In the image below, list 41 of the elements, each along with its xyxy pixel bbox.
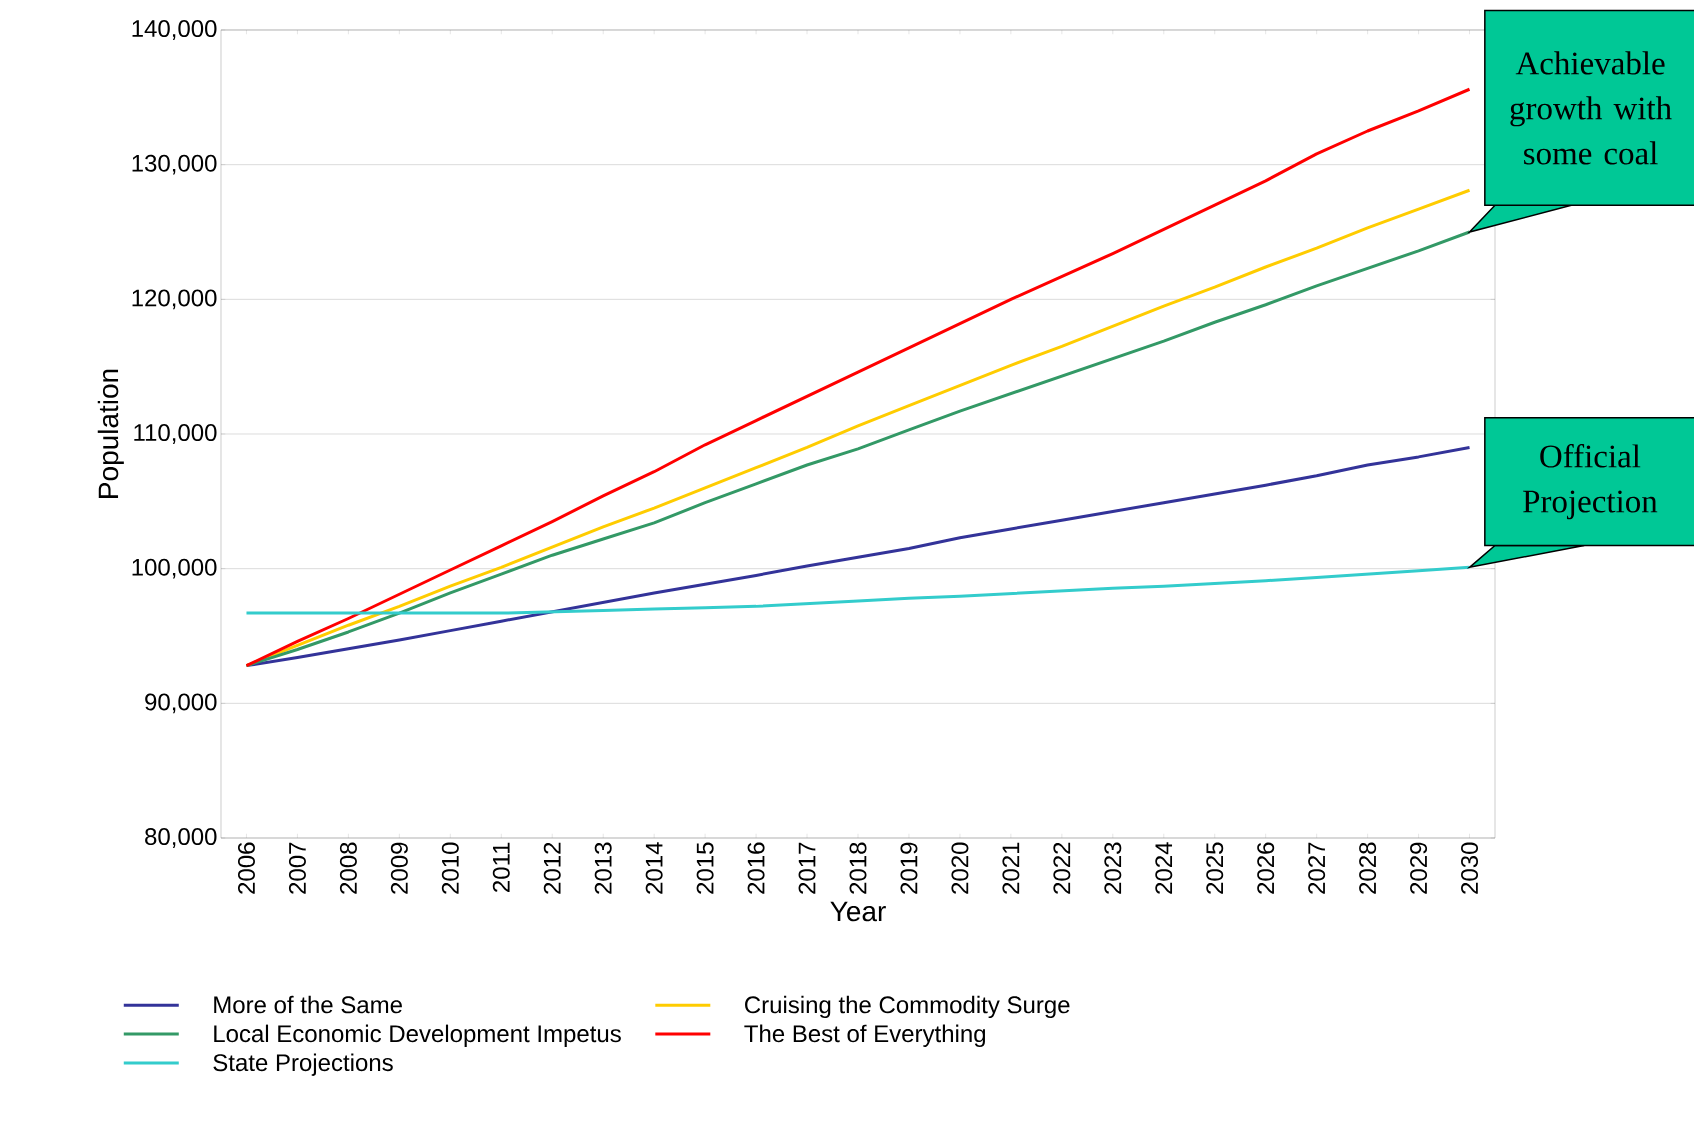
x-tick-label: 2011 [492,842,510,892]
x-tick-label: 2027 [1308,842,1326,894]
x-tick-label: 2022 [1053,842,1071,894]
x-tick-label: 2021 [1002,842,1020,894]
y-tick-label: 90,000 [145,693,217,714]
x-tick-label: 2008 [339,842,357,894]
x-tick-label: 2025 [1206,842,1224,894]
x-tick-label: 2010 [441,842,459,894]
y-tick-label: 110,000 [134,424,217,444]
legend-label: More of the Same [214,995,402,1014]
x-tick-label: 2026 [1257,842,1275,894]
legend-label: The Best of Everything [744,1024,986,1047]
y-tick-label: 140,000 [132,20,217,40]
annotation: Achievable growth with some coal [1510,51,1672,165]
x-tick-label: 2029 [1410,842,1428,894]
x-tick-label: 2017 [798,842,816,894]
x-tick-label: 2012 [543,842,561,894]
legend-label: Cruising the Commodity Surge [745,995,1070,1019]
x-tick-label: 2023 [1104,842,1122,894]
x-tick-label: 2020 [951,842,969,894]
x-tick-label: 2028 [1359,842,1377,894]
legend-label: Local Economic Development Impetus [214,1024,621,1047]
x-tick-label: 2016 [747,842,765,894]
y-axis-title: Population [97,369,124,498]
legend-label: State Projections [213,1053,393,1076]
y-tick-label: 120,000 [132,289,217,310]
y-tick-label: 80,000 [145,828,217,848]
x-tick-label: 2013 [594,842,612,894]
x-tick-label: 2030 [1461,842,1479,894]
y-tick-label: 130,000 [132,154,217,175]
x-tick-label: 2014 [645,842,663,894]
x-tick-label: 2018 [849,842,867,894]
x-tick-label: 2009 [390,842,408,894]
x-tick-label: 2024 [1155,842,1173,894]
x-axis-title: Year [830,901,886,922]
annotation: Official Projection [1523,444,1658,520]
x-tick-label: 2019 [900,842,918,894]
y-tick-label: 100,000 [132,558,217,579]
x-tick-label: 2015 [696,842,714,894]
x-tick-label: 2007 [288,842,306,894]
x-tick-label: 2006 [237,842,255,894]
